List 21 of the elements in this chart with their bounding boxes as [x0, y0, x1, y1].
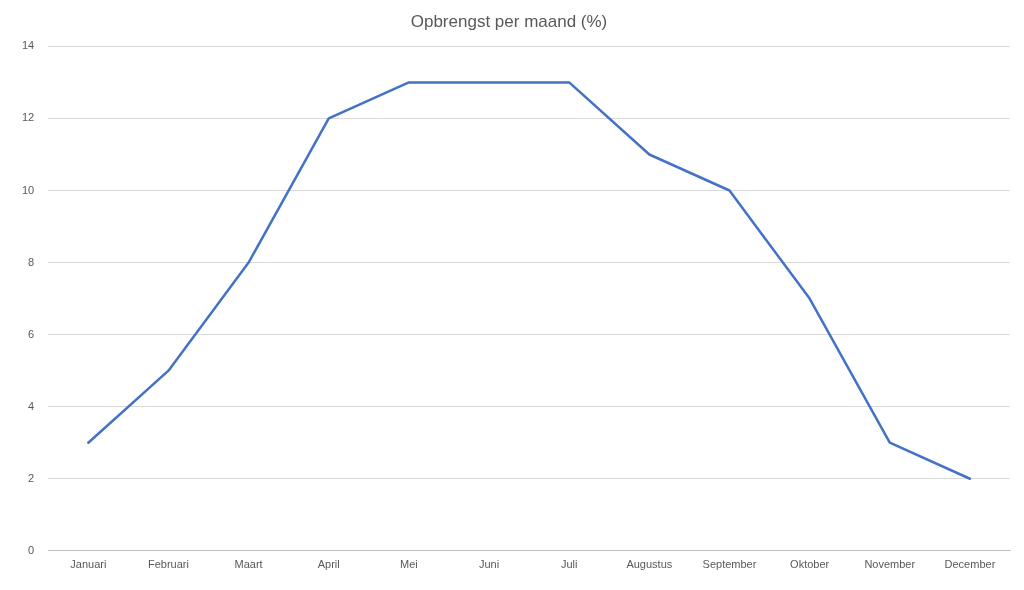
y-tick-label: 0: [28, 543, 35, 556]
chart-title: Opbrengst per maand (%): [410, 11, 608, 31]
x-tick-label: September: [702, 558, 757, 571]
y-tick-label: 2: [28, 471, 35, 484]
x-tick-label: Maart: [234, 558, 263, 571]
y-tick-label: 4: [28, 399, 35, 412]
x-tick-label: December: [944, 558, 996, 571]
y-tick-label: 10: [21, 183, 35, 196]
x-tick-label: Oktober: [790, 558, 830, 571]
y-tick-label: 8: [28, 255, 35, 268]
x-tick-label: November: [864, 558, 916, 571]
x-tick-label: Juni: [478, 558, 500, 571]
x-tick-label: Mei: [400, 558, 418, 571]
y-tick-label: 14: [21, 39, 35, 52]
y-tick-label: 12: [21, 111, 35, 124]
x-tick-label: Februari: [147, 558, 189, 571]
y-tick-label: 6: [28, 327, 35, 340]
x-tick-label: Januari: [70, 558, 107, 571]
x-tick-label: Juli: [560, 558, 578, 571]
x-tick-label: Augustus: [626, 558, 673, 571]
x-tick-label: April: [317, 558, 340, 571]
